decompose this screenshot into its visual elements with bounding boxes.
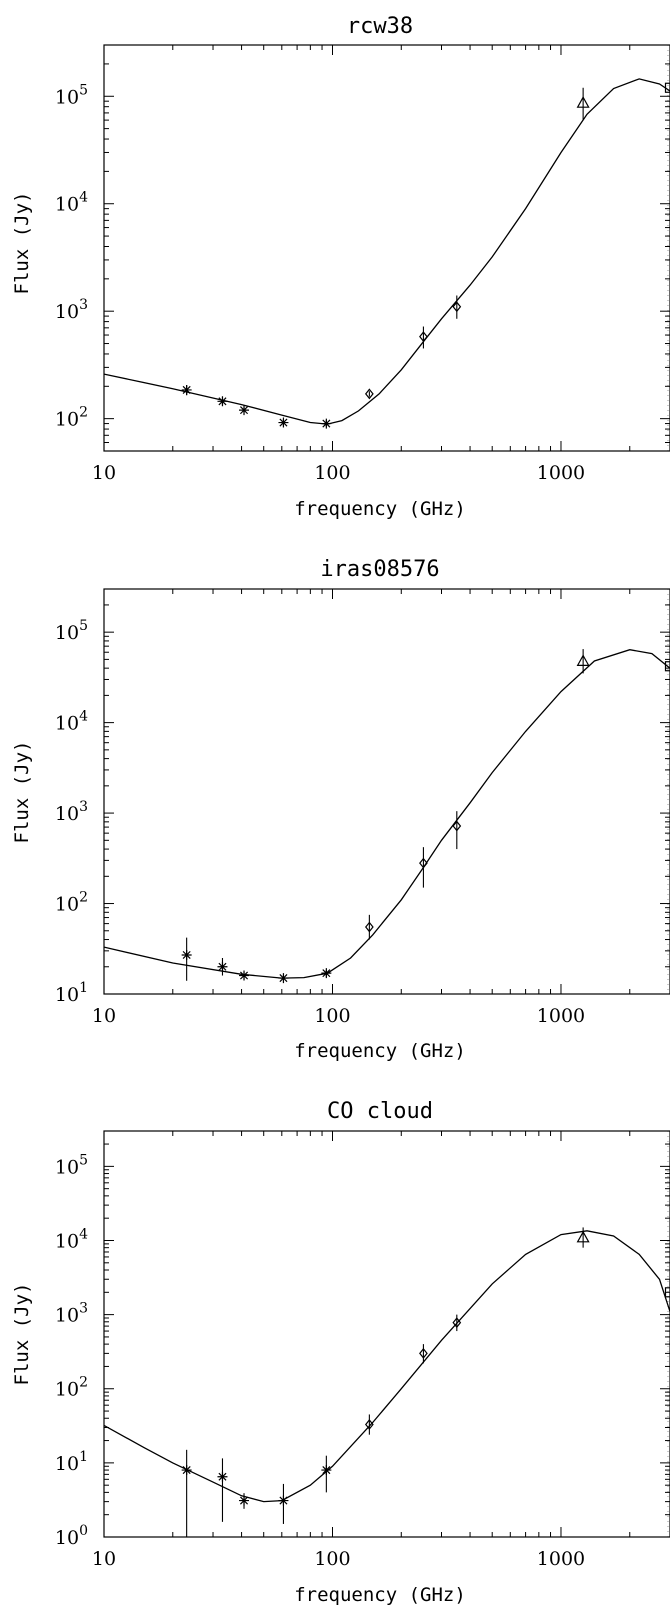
asterisk-marker	[278, 417, 289, 428]
asterisk-marker	[239, 970, 250, 981]
chart-title: rcw38	[347, 14, 413, 39]
x-tick-label: 100	[314, 1548, 350, 1570]
triangle-marker	[576, 1230, 590, 1243]
diamond-marker	[364, 921, 374, 933]
x-tick-label: 100	[314, 462, 350, 484]
diamond-marker	[364, 388, 374, 400]
y-axis-label: Flux (Jy)	[11, 1283, 33, 1386]
y-tick-label: 104	[55, 709, 88, 735]
x-tick-label: 10	[92, 1548, 116, 1570]
y-tick-label: 103	[55, 799, 88, 825]
x-tick-label: 100	[314, 1005, 350, 1027]
y-tick-label: 105	[55, 1152, 88, 1178]
square-marker	[664, 1287, 670, 1298]
data-layer	[104, 649, 670, 984]
x-tick-label: 10	[92, 462, 116, 484]
y-tick-label: 104	[55, 190, 88, 216]
diamond-marker	[419, 1347, 428, 1359]
y-axis-label: Flux (Jy)	[11, 741, 33, 844]
plot-frame	[103, 44, 670, 452]
x-tick-label: 1000	[537, 1005, 585, 1027]
chart-title: CO cloud	[327, 1099, 433, 1124]
plot-area: 10 100 1000 102 103 104 105	[55, 44, 670, 484]
y-tick-label: 102	[55, 890, 88, 916]
x-axis-label: frequency (GHz)	[294, 1584, 466, 1606]
asterisk-marker	[217, 1471, 228, 1482]
chart-title: iras08576	[320, 557, 439, 582]
chart-panel-rcw38: rcw38 Flux (Jy) frequency (GHz) 10 100 100…	[11, 14, 670, 520]
y-tick-label: 105	[55, 82, 88, 108]
asterisk-marker	[181, 949, 192, 960]
x-tick-label: 1000	[537, 1548, 585, 1570]
x-axis-label: frequency (GHz)	[294, 498, 466, 520]
diamond-marker	[419, 857, 428, 869]
fit-curve	[104, 78, 670, 425]
asterisk-marker	[278, 1495, 289, 1506]
data-layer	[104, 78, 670, 429]
y-axis-label: Flux (Jy)	[11, 192, 33, 295]
y-tick-label: 101	[55, 980, 88, 1006]
triangle-marker	[576, 96, 590, 108]
chart-panel-iras08576: iras08576 Flux (Jy) frequency (GHz) 10 10…	[11, 557, 670, 1062]
y-tick-label: 102	[55, 1375, 88, 1401]
diamond-marker	[419, 331, 428, 343]
y-tick-label: 101	[55, 1449, 88, 1475]
square-marker	[664, 82, 670, 93]
diamond-marker	[452, 301, 462, 313]
diamond-marker	[364, 1418, 374, 1430]
asterisk-marker	[239, 1495, 250, 1506]
y-tick-label: 102	[55, 405, 88, 431]
plot-frame	[103, 588, 670, 995]
plot-frame	[103, 1130, 670, 1538]
x-axis-label: frequency (GHz)	[294, 1040, 466, 1062]
x-tick-label: 10	[92, 1005, 116, 1027]
asterisk-marker	[217, 396, 228, 407]
asterisk-marker	[181, 384, 192, 395]
diamond-marker	[452, 1317, 462, 1329]
y-tick-label: 104	[55, 1226, 88, 1252]
asterisk-marker	[239, 405, 250, 416]
y-tick-label: 105	[55, 618, 88, 644]
x-tick-label: 1000	[537, 462, 585, 484]
asterisk-marker	[321, 1465, 332, 1476]
asterisk-marker	[321, 968, 332, 979]
square-marker	[664, 661, 670, 672]
fit-curve	[104, 649, 670, 979]
fit-curve	[104, 1230, 670, 1503]
plot-area: 10 100 1000 101 102 103 104 105	[55, 588, 670, 1027]
y-tick-label: 103	[55, 297, 88, 323]
asterisk-marker	[321, 418, 332, 429]
asterisk-marker	[181, 1465, 192, 1476]
asterisk-marker	[278, 973, 289, 984]
chart-panel-co-cloud: CO cloud Flux (Jy) frequency (GHz) 10 100…	[11, 1099, 670, 1606]
diamond-marker	[452, 820, 462, 832]
triangle-marker	[576, 654, 590, 666]
y-tick-label: 103	[55, 1301, 88, 1327]
data-layer	[104, 1227, 670, 1537]
asterisk-marker	[217, 961, 228, 972]
y-tick-label: 100	[55, 1523, 88, 1549]
